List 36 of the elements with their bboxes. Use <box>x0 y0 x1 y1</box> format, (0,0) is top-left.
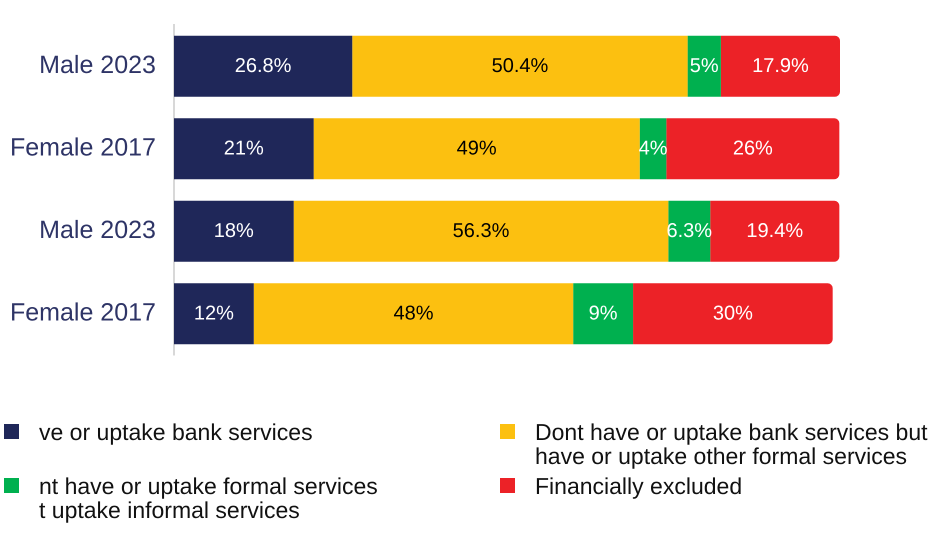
data-label: 18% <box>214 220 254 242</box>
data-label: 26.8% <box>234 54 292 77</box>
data-label: 19.4% <box>746 220 804 242</box>
bar <box>174 283 254 344</box>
legend-label: Financially excluded <box>535 473 742 499</box>
bar <box>352 36 688 97</box>
legend-label: Dont have or uptake bank services but have or uptake other formal services <box>535 419 928 469</box>
bar <box>254 283 574 344</box>
bar <box>720 36 840 97</box>
data-label: 5% <box>690 54 719 77</box>
data-label: 30% <box>712 302 754 324</box>
bar <box>314 118 640 180</box>
data-label: 26% <box>732 137 774 160</box>
y-tick-label: Male 2023 <box>39 51 156 80</box>
bar <box>573 283 634 344</box>
bar <box>666 118 840 180</box>
data-label: 50.4% <box>492 54 549 77</box>
legend-label: nt have or uptake formal services t uptake informal services <box>39 473 378 523</box>
bar <box>633 283 833 344</box>
data-label: 12% <box>194 302 234 324</box>
data-label: 9% <box>588 302 618 324</box>
bar <box>174 118 314 180</box>
bar <box>174 36 352 97</box>
data-label: 48% <box>393 302 434 324</box>
y-tick-label: Male 2023 <box>39 216 156 244</box>
bar <box>688 36 721 97</box>
data-label: 56.3% <box>452 220 510 242</box>
bar <box>174 200 294 262</box>
y-tick-label: Female 2017 <box>10 134 156 162</box>
legend-label: ve or uptake bank services <box>39 419 313 445</box>
data-label: 49% <box>456 137 497 160</box>
data-label: 21% <box>224 137 264 160</box>
data-label: 17.9% <box>752 54 810 77</box>
bar <box>710 200 840 262</box>
y-tick-label: Female 2017 <box>10 298 156 327</box>
bar <box>294 200 668 262</box>
